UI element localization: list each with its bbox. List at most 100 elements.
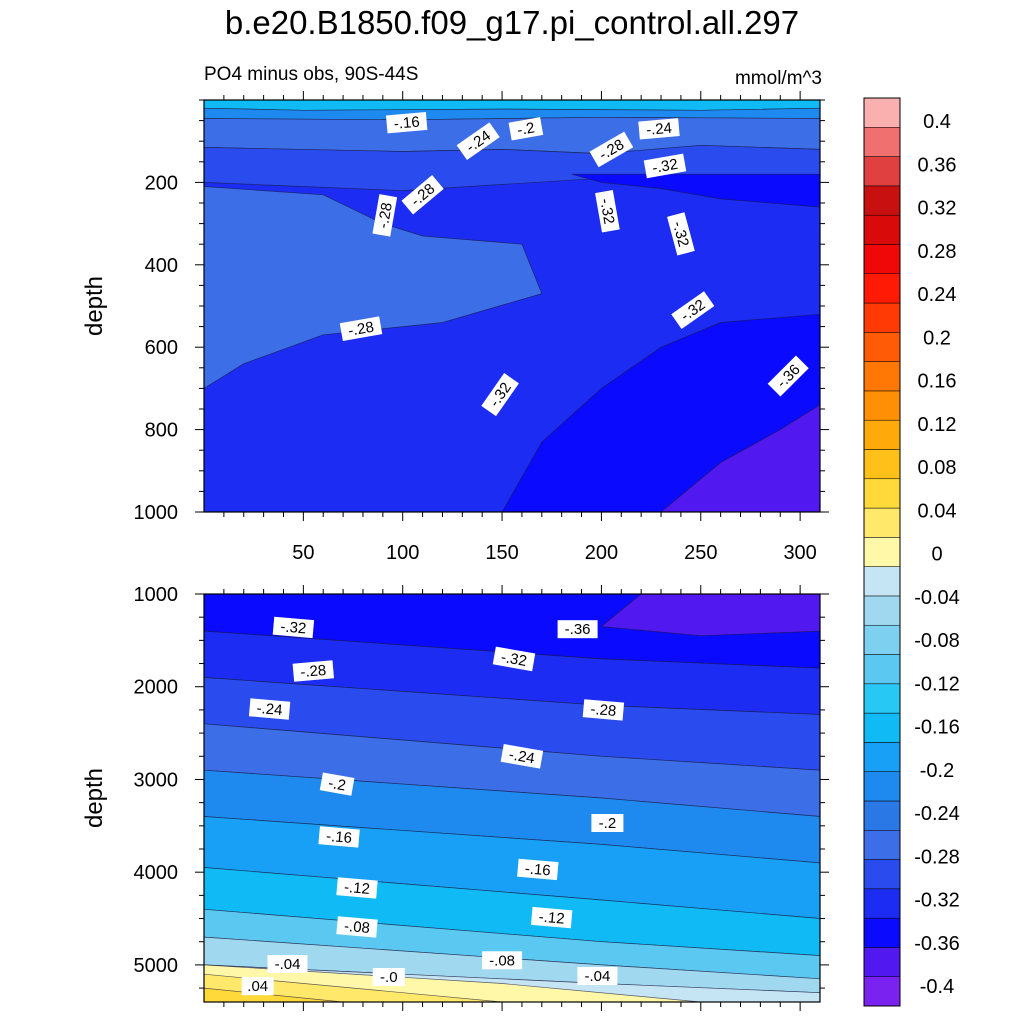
colorbar-tick-label: -0.2 bbox=[920, 760, 954, 782]
chart-subtitle: PO4 minus obs, 90S-44S bbox=[204, 64, 419, 85]
colorbar-box bbox=[863, 214, 901, 245]
contour-label: -.32 bbox=[272, 616, 315, 639]
contour-label-box bbox=[643, 153, 687, 179]
contour-label-box bbox=[267, 955, 308, 973]
colorbar-tick-label: 0.08 bbox=[918, 457, 957, 479]
y-tick-label: 2000 bbox=[134, 677, 179, 699]
colorbar-tick-label: -0.04 bbox=[914, 587, 960, 609]
contour-label-text: -.2 bbox=[599, 815, 617, 832]
contour-label: -.28 bbox=[292, 660, 335, 682]
contour-label-text: -.32 bbox=[280, 618, 307, 637]
contour-label: -.2 bbox=[508, 117, 544, 141]
contour-label-box bbox=[372, 194, 398, 237]
colorbar-box bbox=[863, 390, 901, 421]
contour-label: -.28 bbox=[589, 131, 634, 168]
contour-label-text: -.32 bbox=[651, 156, 679, 177]
x-tick-label: 50 bbox=[292, 542, 314, 564]
contour-region bbox=[660, 404, 820, 512]
x-tick-label: 100 bbox=[386, 542, 419, 564]
contour-label-text: -.12 bbox=[343, 879, 370, 898]
y-tick-label: 600 bbox=[145, 337, 178, 359]
contour-label-box bbox=[481, 373, 519, 417]
colorbar-box bbox=[863, 595, 901, 626]
contour-label-box bbox=[385, 111, 428, 134]
contour-label-box bbox=[492, 646, 536, 672]
contour-label: -.28 bbox=[372, 194, 398, 237]
contour-label-text: -.28 bbox=[300, 662, 327, 681]
contour-label: -.16 bbox=[385, 111, 428, 134]
contour-label-box bbox=[638, 118, 680, 140]
colorbar-box bbox=[863, 566, 901, 597]
contour-label-text: -.28 bbox=[375, 201, 396, 229]
colorbar-box bbox=[863, 156, 901, 187]
contour-label-box bbox=[589, 131, 634, 168]
contour-label: -.32 bbox=[667, 212, 695, 256]
contour-label-box bbox=[667, 212, 695, 256]
contour-label: -.32 bbox=[643, 153, 687, 179]
contour-label: -.12 bbox=[530, 906, 573, 929]
chart-title: b.e20.B1850.f09_g17.pi_control.all.297 bbox=[224, 4, 800, 41]
y-tick-label: 3000 bbox=[134, 769, 179, 791]
contour-label-box bbox=[595, 189, 620, 233]
contour-label-box bbox=[241, 977, 274, 996]
contour-label: -.28 bbox=[339, 316, 383, 342]
colorbar-box bbox=[863, 537, 901, 567]
colorbar-box bbox=[863, 888, 901, 919]
contour-label-text: -.08 bbox=[343, 918, 370, 937]
colorbar-box bbox=[863, 419, 901, 450]
y-tick-label: 1000 bbox=[134, 584, 179, 606]
contour-label-box bbox=[767, 355, 809, 397]
contour-label: -.16 bbox=[318, 826, 360, 848]
contour-label-box bbox=[500, 743, 544, 769]
colorbar-box bbox=[863, 332, 901, 362]
contour-label: -.32 bbox=[595, 189, 620, 233]
plot-area-upper bbox=[204, 100, 820, 512]
contour-label-box bbox=[372, 968, 405, 986]
y-tick-label: 1000 bbox=[134, 502, 179, 524]
contour-label: .04 bbox=[241, 977, 274, 996]
colorbar-tick-label: -0.4 bbox=[920, 976, 954, 998]
colorbar-tick-label: -0.32 bbox=[914, 890, 960, 912]
units-label: mmol/m^3 bbox=[734, 68, 822, 89]
y-tick-label: 800 bbox=[145, 420, 178, 442]
contour-label: -.24 bbox=[638, 118, 680, 140]
contour-label-text: -.28 bbox=[347, 319, 375, 340]
y-tick-label: 5000 bbox=[134, 955, 179, 977]
contour-label-text: -.16 bbox=[524, 860, 551, 879]
colorbar-box bbox=[863, 830, 901, 860]
contour-label-box bbox=[582, 699, 625, 721]
y-tick-label: 4000 bbox=[134, 862, 179, 884]
contour-label: -.16 bbox=[517, 858, 559, 881]
colorbar-tick-label: 0.12 bbox=[918, 414, 957, 436]
x-tick-label: 150 bbox=[485, 542, 518, 564]
contour-label-text: -.2 bbox=[327, 775, 347, 795]
contour-region bbox=[204, 973, 503, 1002]
contour-label-box bbox=[671, 291, 715, 329]
contour-label-box bbox=[530, 906, 573, 929]
contour-label-text: -.12 bbox=[538, 909, 565, 928]
colorbar-box bbox=[863, 244, 901, 274]
contour-label-text: -.2 bbox=[516, 119, 536, 139]
colorbar-box bbox=[863, 127, 901, 157]
colorbar-box bbox=[863, 97, 901, 128]
contour-label: -.24 bbox=[248, 698, 291, 720]
contour-region bbox=[571, 173, 820, 208]
contour-label: -.24 bbox=[500, 743, 544, 769]
colorbar-tick-label: 0.2 bbox=[923, 327, 951, 349]
contour-label-box bbox=[456, 122, 500, 161]
colorbar-box bbox=[863, 859, 901, 890]
colorbar-tick-label: 0 bbox=[931, 544, 942, 566]
contour-label-text: -.24 bbox=[256, 700, 283, 719]
colorbar-box bbox=[863, 302, 901, 333]
contour-label-text: -.08 bbox=[489, 952, 515, 969]
colorbar-tick-label: -0.16 bbox=[914, 717, 960, 739]
contour-region bbox=[204, 769, 820, 864]
colorbar-box bbox=[863, 771, 901, 802]
colorbar-tick-label: -0.12 bbox=[914, 673, 960, 695]
contour-label-box bbox=[336, 916, 378, 938]
contour-label: -.2 bbox=[591, 814, 624, 832]
colorbar-box bbox=[863, 654, 901, 685]
y-tick-label: 400 bbox=[145, 255, 178, 277]
colorbar-tick-label: -0.08 bbox=[914, 630, 960, 652]
